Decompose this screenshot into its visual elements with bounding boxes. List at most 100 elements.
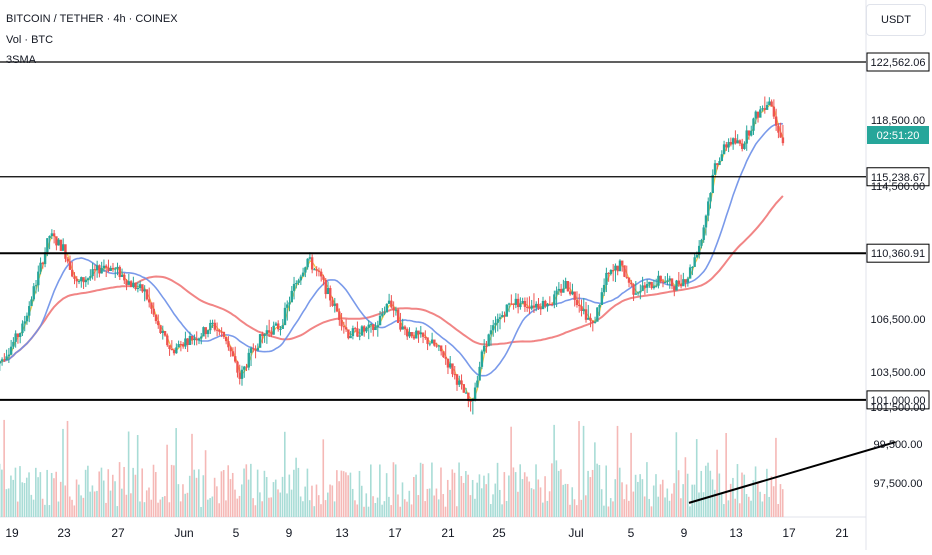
volume-bar: [436, 489, 438, 517]
candle-body: [205, 327, 207, 334]
candle-body: [628, 277, 630, 282]
volume-bar: [132, 468, 134, 517]
volume-bar: [590, 477, 592, 517]
candle-body: [134, 283, 136, 289]
candle-body: [347, 329, 349, 338]
candle-body: [218, 330, 220, 332]
candle-body: [687, 279, 689, 283]
volume-bar: [506, 501, 508, 517]
volume-bar: [472, 480, 474, 517]
candle-body: [76, 279, 78, 281]
candle-body: [465, 393, 467, 394]
candle-body: [730, 142, 732, 144]
volume-bar: [105, 503, 107, 517]
candle-body: [447, 359, 449, 368]
volume-bar: [347, 475, 349, 517]
volume-bar: [85, 470, 87, 517]
candle-body: [481, 351, 483, 366]
candle-body: [646, 284, 648, 288]
candle-body: [442, 351, 444, 357]
volume-bar: [397, 494, 399, 517]
volume-bar: [275, 480, 277, 517]
volume-bar: [316, 485, 318, 517]
volume-bar: [345, 472, 347, 517]
volume-bar: [266, 477, 268, 517]
symbol-title[interactable]: BITCOIN / TETHER · 4h · COINEX: [6, 13, 178, 25]
candle-body: [302, 273, 304, 277]
time-tick-label: 17: [388, 526, 402, 540]
candle-body: [592, 321, 594, 323]
candle-body: [377, 325, 379, 327]
candle-body: [766, 105, 768, 110]
candle-body: [128, 281, 130, 285]
candle-body: [721, 154, 723, 161]
volume-bar: [687, 474, 689, 517]
ma-legend[interactable]: 3SMA: [6, 54, 36, 66]
volume-bar: [356, 504, 358, 517]
volume-bar: [433, 496, 435, 517]
candle-body: [553, 294, 555, 304]
volume-legend[interactable]: Vol · BTC: [6, 34, 53, 46]
candle-body: [171, 349, 173, 350]
candle-body: [388, 301, 390, 304]
candle-body: [644, 285, 646, 287]
volume-bar: [162, 497, 164, 517]
candle-body: [12, 342, 14, 347]
candle-body: [662, 281, 664, 282]
candle-body: [24, 321, 26, 323]
volume-bar: [295, 458, 297, 517]
price-tick-label: 103,500.00: [870, 367, 925, 379]
volume-bar: [737, 464, 739, 517]
candle-body: [0, 361, 1, 363]
candle-body: [318, 271, 320, 272]
candle-body: [374, 327, 376, 330]
candle-body: [125, 280, 127, 285]
volume-bar: [327, 493, 329, 517]
candle-body: [331, 300, 333, 305]
candle-body: [254, 349, 256, 350]
volume-bar: [130, 493, 132, 517]
candle-body: [757, 112, 759, 118]
candle-body: [177, 344, 179, 347]
volume-bar: [230, 479, 232, 517]
candle-body: [268, 330, 270, 332]
candle-body: [28, 306, 30, 316]
volume-bar: [492, 494, 494, 517]
volume-bar: [368, 507, 370, 517]
volume-bar: [212, 497, 214, 517]
candle-body: [272, 326, 274, 335]
volume-bar: [273, 482, 275, 517]
candle-body: [352, 328, 354, 336]
volume-bar: [196, 478, 198, 517]
candle-body: [664, 282, 666, 283]
volume-bar: [614, 479, 616, 517]
time-tick-label: 5: [233, 526, 240, 540]
candle-body: [519, 304, 521, 307]
candle-body: [173, 350, 175, 353]
candle-body: [209, 323, 211, 330]
volume-bar: [601, 489, 603, 517]
candle-body: [485, 346, 487, 347]
candle-body: [180, 344, 182, 345]
candle-body: [182, 344, 184, 346]
volume-bar: [117, 506, 119, 517]
volume-bar: [642, 479, 644, 517]
price-tick-label: 118,500.00: [871, 115, 925, 127]
currency-selector[interactable]: USDT: [866, 4, 926, 36]
volume-bar: [171, 465, 173, 517]
candle-body: [162, 331, 164, 333]
volume-bar: [700, 471, 702, 517]
candle-body: [759, 109, 761, 117]
candle-body: [490, 330, 492, 334]
candle-body: [148, 299, 150, 302]
candle-body: [714, 163, 716, 175]
volume-bar: [721, 492, 723, 517]
volume-bar: [141, 468, 143, 517]
volume-bar: [549, 491, 551, 517]
candle-body: [48, 236, 50, 238]
volume-bar: [485, 484, 487, 517]
candle-body: [216, 330, 218, 331]
volume-bar: [350, 473, 352, 517]
